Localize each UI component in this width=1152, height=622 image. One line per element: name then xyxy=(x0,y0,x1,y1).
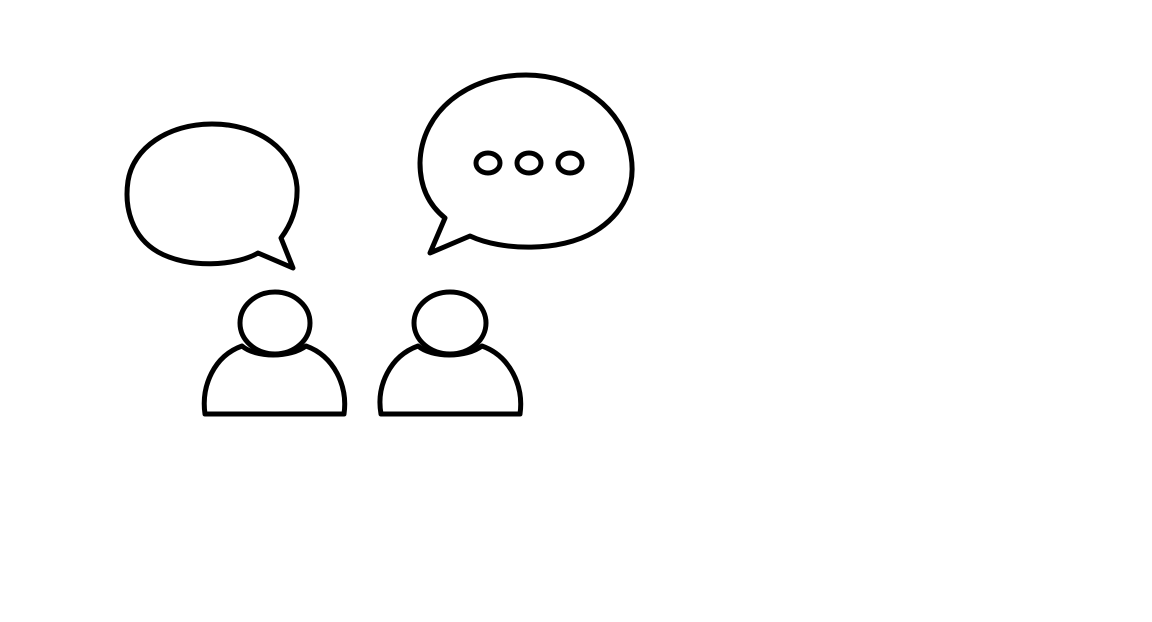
typing-dot xyxy=(555,150,585,176)
left-person-head xyxy=(237,289,313,357)
left-speech-bubble-icon xyxy=(124,121,300,271)
typing-dot xyxy=(473,150,503,176)
left-bubble-outline xyxy=(124,121,300,271)
right-person-head xyxy=(411,289,489,357)
typing-indicator xyxy=(473,150,585,176)
left-person-icon xyxy=(201,289,348,417)
typing-dot xyxy=(514,150,544,176)
right-person-icon xyxy=(377,289,524,417)
